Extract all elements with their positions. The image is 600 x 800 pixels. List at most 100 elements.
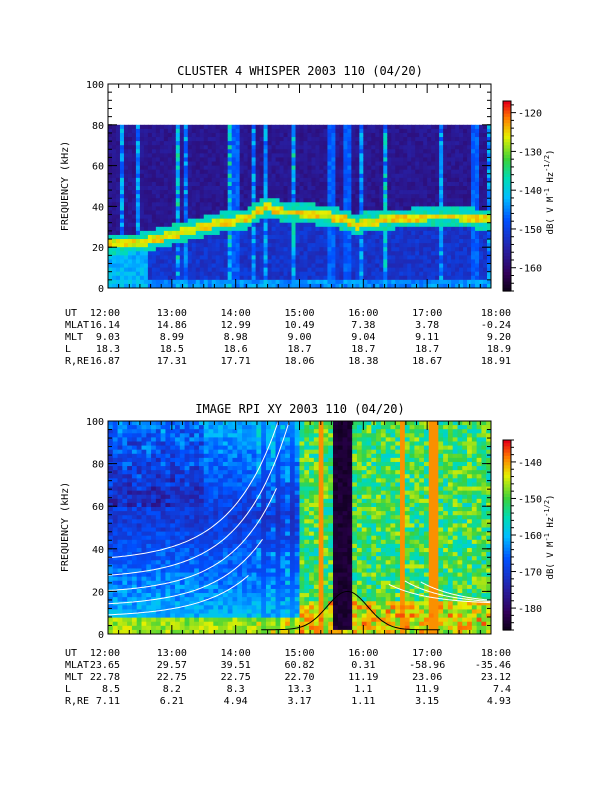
heat-cell [170,552,176,557]
heat-cell [191,161,197,167]
heat-cell [267,124,273,130]
heat-cell [327,137,332,142]
heat-cell [239,141,245,146]
colorbar-tick-label: -120 [518,109,542,120]
heat-cell [219,271,225,277]
heat-cell [387,222,392,228]
heat-cell [171,206,177,211]
image-rpi-panel: IMAGE RPI XY 2003 110 (04/20) 0204060801… [60,402,556,707]
heat-cell [311,128,316,134]
heat-cell [199,141,205,146]
heat-cell [187,230,193,236]
heat-cell [175,617,181,623]
heat-cell [203,247,209,252]
ephemeris-value: 14:00 [221,308,251,319]
heat-cell [146,543,152,549]
heat-cell [451,161,456,167]
heat-cell [463,255,468,260]
heat-cell [251,263,257,269]
heat-cell [108,449,114,455]
heat-cell [115,186,121,191]
heat-cell [315,283,320,288]
heat-cell [343,210,348,216]
heat-cell [431,283,436,288]
heat-cell [355,279,360,285]
heat-cell [243,275,249,281]
heat-cell [415,145,420,150]
heat-cell [147,239,153,244]
heat-cell [187,259,193,265]
heat-cell [375,234,380,240]
heat-cell [475,194,480,199]
heat-cell [131,267,137,273]
heat-cell [379,267,384,273]
colorbar-segment [503,145,511,150]
heat-cell [319,271,324,277]
heat-cell [131,145,137,150]
heat-cell [122,613,128,619]
heat-cell [447,271,452,277]
heat-cell [155,283,161,288]
heat-cell [146,470,152,475]
heat-cell [315,194,320,199]
heat-cell [279,137,285,142]
heat-cell [117,543,123,549]
heat-cell [355,169,360,175]
heat-cell [287,267,293,273]
heat-cell [115,149,121,154]
heat-cell [163,271,169,277]
heat-cell [427,279,432,285]
panel-title: IMAGE RPI XY 2003 110 (04/20) [195,402,405,416]
heat-cell [403,157,408,163]
heat-cell [171,267,177,273]
heat-cell [227,194,233,199]
heat-cell [275,157,281,163]
heat-cell [187,255,193,260]
heat-cell [247,275,253,281]
heat-cell [159,283,165,288]
heat-cell [303,186,308,191]
heat-cell [403,279,408,285]
heat-cell [283,210,289,216]
heat-cell [423,239,428,244]
heat-cell [251,275,257,281]
heat-cell [423,271,428,277]
heat-cell [287,128,293,134]
heat-cell [165,613,171,619]
heat-cell [331,218,336,224]
heat-cell [239,190,245,195]
heat-cell [170,601,176,606]
heat-cell [387,267,392,273]
heat-cell [207,161,213,167]
heat-cell [383,283,388,288]
heat-cell [147,263,153,269]
heat-cell [167,259,173,265]
heat-cell [487,218,491,224]
heat-cell [151,421,157,426]
heat-cell [371,177,376,183]
heat-cell [147,137,153,142]
heat-cell [483,267,488,273]
heat-cell [179,267,185,273]
colorbar-frame [502,100,512,292]
heat-cell [251,149,257,154]
heat-cell [375,137,380,142]
heat-cell [323,132,328,138]
heat-cell [487,234,491,240]
heat-cell [136,478,143,483]
heat-cell [160,576,166,582]
heat-cell [207,234,213,240]
heat-cell [141,441,147,447]
heat-cell [231,279,237,285]
heat-cell [283,177,289,183]
heat-cell [419,230,424,236]
heat-cell [215,145,221,150]
heat-cell [155,173,161,179]
heat-cell [463,128,468,134]
heat-cell [263,190,269,195]
heat-cell [291,194,297,199]
heat-cell [179,239,185,244]
heat-cell [347,230,352,236]
heat-cell [259,263,265,269]
heat-cell [151,425,157,430]
